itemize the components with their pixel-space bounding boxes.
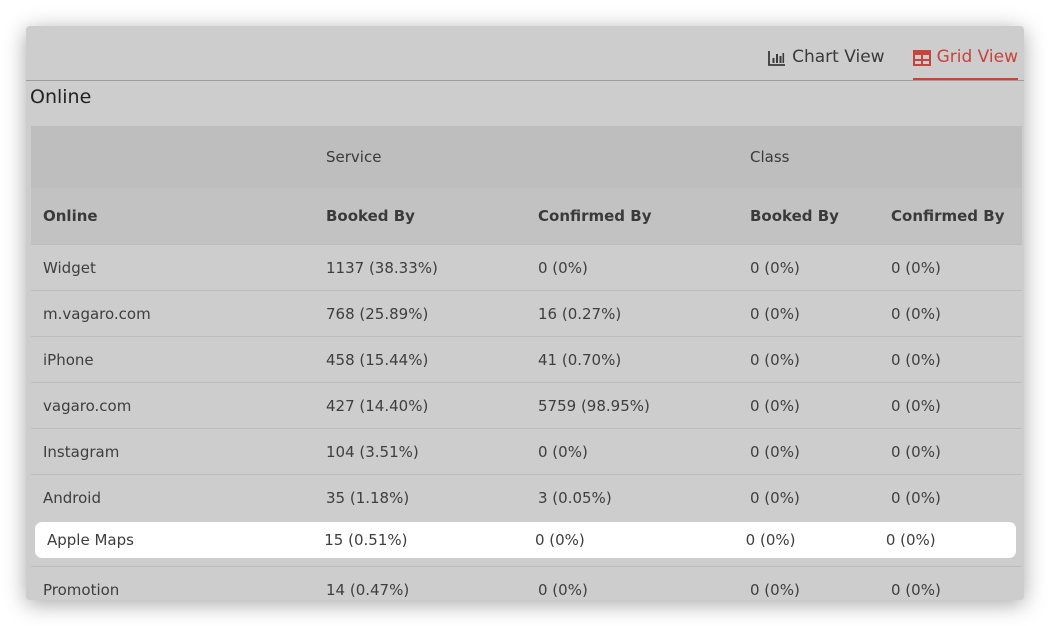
class-confirmed-cell: 0 (0%): [891, 580, 941, 599]
table-row[interactable]: Promotion 14 (0.47%) 0 (0%) 0 (0%) 0 (0%…: [31, 566, 1022, 600]
table-row[interactable]: Widget 1137 (38.33%) 0 (0%) 0 (0%) 0 (0%…: [31, 244, 1022, 290]
source-cell: Android: [43, 488, 101, 507]
grid-view-label: Grid View: [936, 47, 1018, 67]
column-header-online: Online: [43, 207, 98, 225]
table-row[interactable]: Android 35 (1.18%) 3 (0.05%) 0 (0%) 0 (0…: [31, 474, 1022, 520]
service-confirmed-cell: 0 (0%): [538, 580, 588, 599]
source-cell: iPhone: [43, 350, 94, 369]
chart-view-label: Chart View: [792, 47, 885, 67]
column-header-row: Online Booked By Confirmed By Booked By …: [31, 188, 1022, 244]
column-header-class-confirmed-by: Confirmed By: [891, 207, 1005, 225]
service-confirmed-cell: 0 (0%): [534, 531, 585, 549]
section-title: Online: [30, 86, 92, 108]
class-confirmed-cell: 0 (0%): [891, 258, 941, 277]
view-toggle: Chart View Grid View: [768, 44, 1018, 80]
group-header-service: Service: [326, 148, 382, 166]
class-confirmed-cell: 0 (0%): [891, 350, 941, 369]
class-confirmed-cell: 0 (0%): [891, 396, 941, 415]
bar-chart-icon: [768, 51, 786, 66]
class-confirmed-cell: 0 (0%): [891, 488, 941, 507]
service-confirmed-cell: 3 (0.05%): [538, 488, 612, 507]
service-confirmed-cell: 41 (0.70%): [538, 350, 622, 369]
header-divider: [26, 80, 1024, 81]
table-row[interactable]: Instagram 104 (3.51%) 0 (0%) 0 (0%) 0 (0…: [31, 428, 1022, 474]
class-booked-cell: 0 (0%): [750, 350, 800, 369]
column-header-service-booked-by: Booked By: [326, 207, 415, 225]
report-panel: Chart View Grid View Online Service Clas…: [26, 26, 1024, 600]
service-booked-cell: 458 (15.44%): [326, 350, 429, 369]
service-booked-cell: 427 (14.40%): [326, 396, 429, 415]
grid-view-tab[interactable]: Grid View: [912, 44, 1018, 80]
class-booked-cell: 0 (0%): [750, 442, 800, 461]
source-cell: Widget: [43, 258, 96, 277]
service-booked-cell: 768 (25.89%): [326, 304, 429, 323]
service-confirmed-cell: 0 (0%): [538, 258, 588, 277]
class-confirmed-cell: 0 (0%): [891, 442, 941, 461]
service-booked-cell: 1137 (38.33%): [326, 258, 438, 277]
grid-table-icon: [912, 50, 931, 66]
service-booked-cell: 35 (1.18%): [326, 488, 410, 507]
source-cell: m.vagaro.com: [43, 304, 151, 323]
table-row[interactable]: vagaro.com 427 (14.40%) 5759 (98.95%) 0 …: [31, 382, 1022, 428]
class-booked-cell: 0 (0%): [745, 531, 796, 549]
source-cell: Promotion: [43, 580, 120, 599]
table-row[interactable]: m.vagaro.com 768 (25.89%) 16 (0.27%) 0 (…: [31, 290, 1022, 336]
source-cell: Apple Maps: [47, 531, 134, 549]
source-cell: Instagram: [43, 442, 120, 461]
class-booked-cell: 0 (0%): [750, 396, 800, 415]
class-booked-cell: 0 (0%): [750, 580, 800, 599]
service-confirmed-cell: 16 (0.27%): [538, 304, 622, 323]
class-booked-cell: 0 (0%): [750, 258, 800, 277]
class-confirmed-cell: 0 (0%): [885, 531, 936, 549]
source-cell: vagaro.com: [43, 396, 132, 415]
service-booked-cell: 104 (3.51%): [326, 442, 419, 461]
class-confirmed-cell: 0 (0%): [891, 304, 941, 323]
service-confirmed-cell: 0 (0%): [538, 442, 588, 461]
group-header-class: Class: [750, 148, 790, 166]
class-booked-cell: 0 (0%): [750, 304, 800, 323]
table-row-highlighted[interactable]: Apple Maps 15 (0.51%) 0 (0%) 0 (0%) 0 (0…: [35, 522, 1016, 558]
class-booked-cell: 0 (0%): [750, 488, 800, 507]
bookings-grid: Service Class Online Booked By Confirmed…: [31, 126, 1022, 600]
service-booked-cell: 15 (0.51%): [324, 531, 408, 549]
service-confirmed-cell: 5759 (98.95%): [538, 396, 650, 415]
column-header-service-confirmed-by: Confirmed By: [538, 207, 652, 225]
table-row[interactable]: iPhone 458 (15.44%) 41 (0.70%) 0 (0%) 0 …: [31, 336, 1022, 382]
group-header-row: Service Class: [31, 126, 1022, 188]
column-header-class-booked-by: Booked By: [750, 207, 839, 225]
chart-view-tab[interactable]: Chart View: [768, 44, 885, 80]
service-booked-cell: 14 (0.47%): [326, 580, 410, 599]
